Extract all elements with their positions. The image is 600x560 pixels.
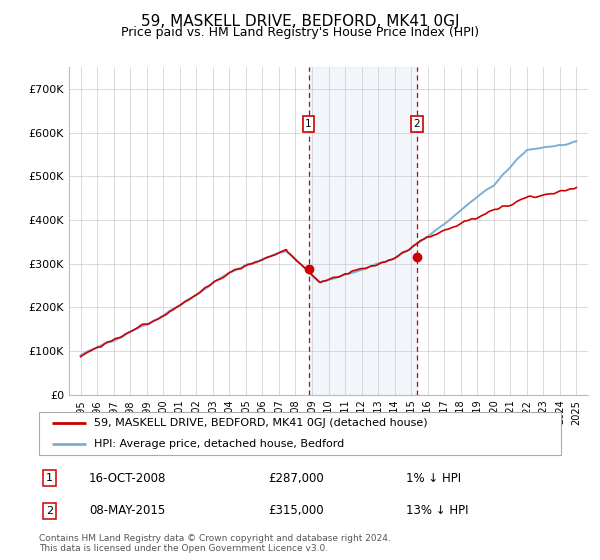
Text: 16-OCT-2008: 16-OCT-2008 [89,472,166,485]
Text: 2: 2 [46,506,53,516]
Text: 1% ↓ HPI: 1% ↓ HPI [406,472,461,485]
Text: 08-MAY-2015: 08-MAY-2015 [89,504,165,517]
Text: HPI: Average price, detached house, Bedford: HPI: Average price, detached house, Bedf… [94,439,344,449]
Text: Price paid vs. HM Land Registry's House Price Index (HPI): Price paid vs. HM Land Registry's House … [121,26,479,39]
Text: 59, MASKELL DRIVE, BEDFORD, MK41 0GJ: 59, MASKELL DRIVE, BEDFORD, MK41 0GJ [141,14,459,29]
Text: 1: 1 [46,473,53,483]
Text: £287,000: £287,000 [268,472,324,485]
Text: Contains HM Land Registry data © Crown copyright and database right 2024.
This d: Contains HM Land Registry data © Crown c… [39,534,391,553]
Text: 2: 2 [413,119,420,129]
Text: £315,000: £315,000 [268,504,324,517]
Text: 59, MASKELL DRIVE, BEDFORD, MK41 0GJ (detached house): 59, MASKELL DRIVE, BEDFORD, MK41 0GJ (de… [94,418,428,428]
Bar [308,67,417,395]
Text: 1: 1 [305,119,312,129]
Text: 13% ↓ HPI: 13% ↓ HPI [406,504,468,517]
FancyBboxPatch shape [38,412,562,455]
